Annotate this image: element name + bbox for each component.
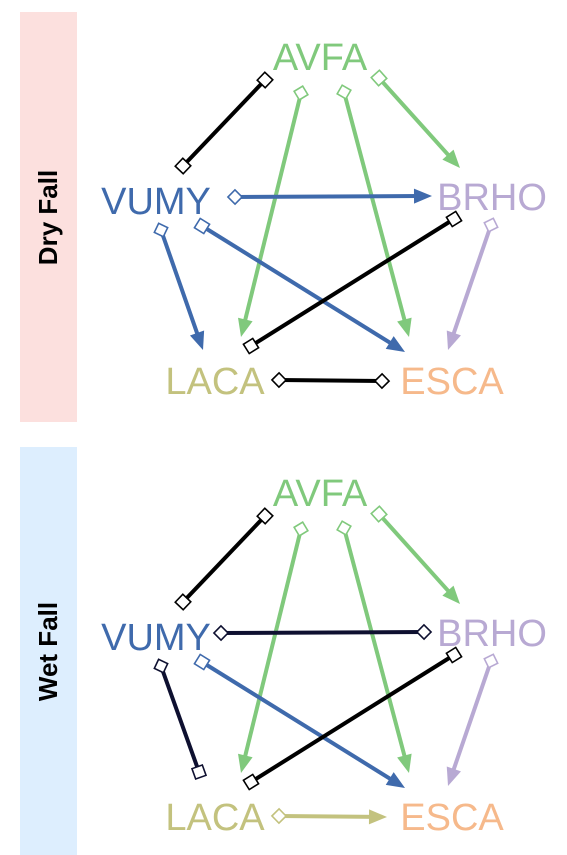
edge-avfa-brho bbox=[370, 505, 460, 604]
edge-head-arrow-brho-esca bbox=[446, 330, 461, 350]
edge-head-arrow-vumy-esca bbox=[385, 772, 405, 788]
edge-tail-square-avfa-brho bbox=[370, 505, 388, 523]
edge-line-vumy-laca bbox=[159, 229, 201, 340]
edge-head-diamond-laca-esca bbox=[373, 372, 391, 390]
edge-vumy-esca bbox=[193, 217, 405, 352]
node-laca: LACA bbox=[165, 361, 265, 403]
edge-tail-diamond-avfa-esca bbox=[336, 84, 352, 100]
edge-head-square-brho-laca bbox=[242, 337, 260, 355]
edge-vumy-brho bbox=[226, 188, 432, 206]
edge-tail-square-avfa-brho bbox=[370, 69, 388, 87]
edge-avfa-esca bbox=[336, 84, 412, 337]
node-esca: ESCA bbox=[400, 361, 504, 403]
edge-tail-square-vumy-esca bbox=[193, 653, 211, 671]
edge-line-vumy-laca bbox=[159, 665, 201, 773]
edge-tail-diamond-brho-esca bbox=[483, 217, 499, 233]
edge-head-arrow-laca-esca bbox=[368, 809, 387, 825]
edge-head-arrow-avfa-esca bbox=[397, 317, 412, 337]
edge-laca-esca bbox=[270, 807, 387, 825]
panel-dry-network: AVFA BRHO ESCA LACA VUMY bbox=[101, 37, 547, 403]
edge-tail-diamond-avfa-esca bbox=[336, 520, 352, 536]
node-avfa: AVFA bbox=[273, 473, 368, 515]
edge-avfa-vumy bbox=[174, 71, 274, 175]
node-laca: LACA bbox=[165, 797, 265, 839]
edge-line-vumy-esca bbox=[200, 660, 396, 784]
edge-line-laca-esca bbox=[278, 378, 383, 383]
edge-head-arrow-avfa-laca bbox=[238, 753, 253, 773]
edge-brho-laca bbox=[242, 646, 463, 791]
edge-line-avfa-laca bbox=[241, 528, 303, 762]
edge-head-square-avfa-vumy bbox=[174, 593, 192, 611]
edge-tail-square-brho-laca bbox=[445, 646, 463, 664]
edge-avfa-laca bbox=[238, 521, 309, 773]
edge-head-square-brho-laca bbox=[242, 773, 260, 791]
edge-vumy-laca bbox=[153, 222, 205, 350]
edge-line-vumy-brho bbox=[220, 630, 425, 635]
edge-tail-square-brho-laca bbox=[445, 210, 463, 228]
edge-vumy-laca bbox=[153, 658, 208, 781]
panel-label-dry: Dry Fall bbox=[20, 12, 77, 422]
edge-head-arrow-avfa-brho bbox=[442, 585, 460, 604]
edge-head-square-vumy-laca bbox=[190, 763, 208, 781]
edge-tail-diamond-vumy-brho bbox=[226, 188, 244, 206]
edge-tail-diamond-vumy-brho bbox=[212, 624, 230, 642]
edge-line-avfa-vumy bbox=[181, 514, 267, 604]
edge-head-arrow-vumy-brho bbox=[413, 188, 432, 204]
node-vumy: VUMY bbox=[101, 617, 211, 659]
edge-tail-square-avfa-vumy bbox=[256, 71, 274, 89]
node-vumy: VUMY bbox=[101, 181, 211, 223]
edge-line-laca-esca bbox=[278, 814, 376, 819]
edge-head-arrow-brho-esca bbox=[446, 766, 461, 786]
edge-vumy-esca bbox=[193, 653, 405, 788]
edge-tail-diamond-vumy-laca bbox=[153, 222, 169, 238]
edge-avfa-brho bbox=[370, 69, 460, 168]
edge-tail-diamond-laca-esca bbox=[270, 371, 288, 389]
edge-avfa-vumy bbox=[174, 507, 274, 611]
edge-head-square-avfa-vumy bbox=[174, 157, 192, 175]
node-avfa: AVFA bbox=[273, 37, 368, 79]
edge-vumy-brho bbox=[212, 623, 433, 642]
edge-head-arrow-avfa-laca bbox=[238, 317, 253, 337]
edge-tail-square-avfa-vumy bbox=[256, 507, 274, 525]
edge-line-avfa-laca bbox=[241, 92, 303, 326]
edge-head-arrow-avfa-esca bbox=[397, 753, 412, 773]
edge-head-arrow-avfa-brho bbox=[442, 149, 460, 168]
edge-line-avfa-brho bbox=[377, 76, 454, 161]
panel-label-wet: Wet Fall bbox=[20, 447, 77, 855]
edge-laca-esca bbox=[270, 371, 391, 390]
node-brho: BRHO bbox=[437, 177, 547, 219]
edge-tail-diamond-brho-esca bbox=[483, 653, 499, 669]
edge-line-brho-esca bbox=[450, 224, 493, 340]
edge-line-avfa-esca bbox=[342, 91, 408, 326]
edge-head-arrow-vumy-esca bbox=[385, 336, 405, 352]
edge-head-arrow-vumy-laca bbox=[189, 330, 205, 350]
edge-brho-laca bbox=[242, 210, 463, 355]
edge-line-avfa-esca bbox=[342, 527, 408, 762]
edge-avfa-laca bbox=[238, 85, 309, 337]
edge-tail-diamond-laca-esca bbox=[270, 807, 288, 825]
edge-head-diamond-vumy-brho bbox=[415, 623, 433, 641]
edge-line-avfa-brho bbox=[377, 512, 454, 597]
edge-line-avfa-vumy bbox=[181, 78, 267, 168]
node-esca: ESCA bbox=[400, 797, 504, 839]
edge-tail-diamond-vumy-laca bbox=[153, 658, 169, 674]
edge-line-brho-laca bbox=[249, 653, 456, 784]
node-brho: BRHO bbox=[437, 613, 547, 655]
edge-line-brho-esca bbox=[450, 660, 493, 776]
edge-line-brho-laca bbox=[249, 217, 456, 348]
edge-line-vumy-brho bbox=[234, 194, 421, 199]
edge-brho-esca bbox=[446, 653, 499, 786]
edge-tail-square-vumy-esca bbox=[193, 217, 211, 235]
edge-tail-diamond-avfa-laca bbox=[293, 521, 309, 537]
edge-brho-esca bbox=[446, 217, 499, 350]
panel-wet-network: AVFA BRHO ESCA LACA VUMY bbox=[101, 473, 547, 839]
edge-avfa-esca bbox=[336, 520, 412, 773]
edge-line-vumy-esca bbox=[200, 224, 396, 348]
edge-tail-diamond-avfa-laca bbox=[293, 85, 309, 101]
